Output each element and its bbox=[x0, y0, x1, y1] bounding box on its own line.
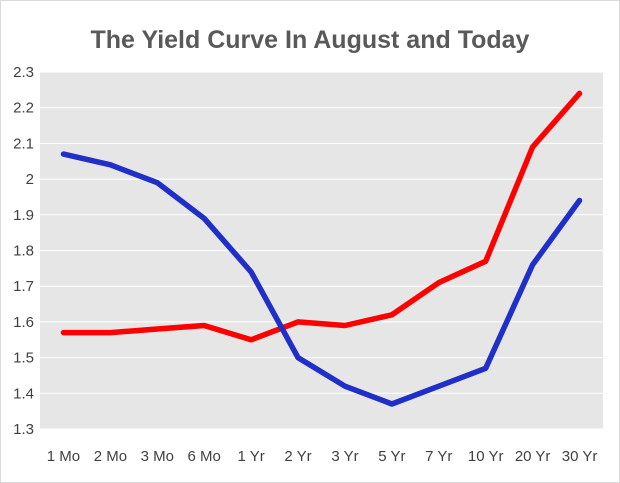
x-tick-label: 2 Mo bbox=[94, 448, 127, 465]
series-line-2 bbox=[60, 151, 583, 407]
x-tick-label: 10 Yr bbox=[468, 448, 504, 465]
x-tick-label: 5 Yr bbox=[378, 448, 405, 465]
y-tick-label: 2 bbox=[26, 171, 34, 188]
x-tick-label: 1 Yr bbox=[238, 448, 265, 465]
y-tick-label: 1.3 bbox=[13, 421, 34, 438]
y-tick-label: 1.5 bbox=[13, 350, 34, 367]
x-tick-label: 1 Mo bbox=[47, 448, 80, 465]
y-tick-label: 2.2 bbox=[13, 100, 34, 117]
x-tick-label: 6 Mo bbox=[188, 448, 221, 465]
x-tick-label: 3 Yr bbox=[331, 448, 358, 465]
chart-title: The Yield Curve In August and Today bbox=[91, 26, 530, 54]
y-tick-label: 1.9 bbox=[13, 207, 34, 224]
y-axis: 1.3 1.4 1.5 1.6 1.7 1.8 1.9 2 2.1 2.2 2.3 bbox=[13, 64, 34, 438]
y-tick-label: 1.6 bbox=[13, 314, 34, 331]
y-tick-label: 1.4 bbox=[13, 385, 34, 402]
gridlines bbox=[40, 71, 603, 430]
y-tick-label: 1.8 bbox=[13, 243, 34, 260]
series-line-1 bbox=[60, 90, 583, 343]
x-tick-label: 30 Yr bbox=[562, 448, 598, 465]
x-tick-label: 20 Yr bbox=[515, 448, 551, 465]
y-tick-label: 1.7 bbox=[13, 278, 34, 295]
x-axis: 1 Mo 2 Mo 3 Mo 6 Mo 1 Yr 2 Yr 3 Yr 5 Yr 7 Yr 10 Y… bbox=[47, 448, 598, 465]
series-lines bbox=[60, 90, 583, 407]
x-tick-label: 3 Mo bbox=[141, 448, 174, 465]
x-tick-label: 2 Yr bbox=[284, 448, 311, 465]
y-tick-label: 2.3 bbox=[13, 64, 34, 81]
x-tick-label: 7 Yr bbox=[425, 448, 452, 465]
y-tick-label: 2.1 bbox=[13, 135, 34, 152]
